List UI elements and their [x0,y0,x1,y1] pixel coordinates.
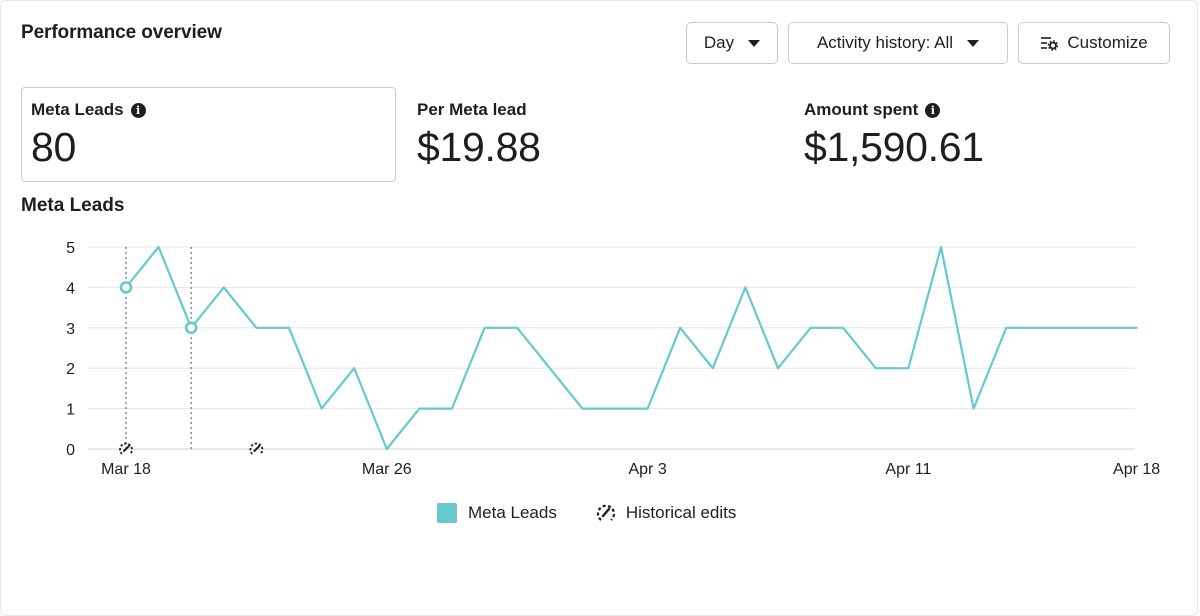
meta-leads-line-chart: 0 1 2 3 4 5 Mar 18 Mar 26 Apr 3 Apr 11 Apr 18 [66,240,1160,478]
day-dropdown-label: Day [703,33,735,52]
activity-history-label: Activity history: All [816,33,954,52]
metric-per-meta-lead[interactable]: Per Meta lead $19.88 [417,100,541,171]
caret-down-icon [748,39,761,47]
data-point [905,365,911,371]
info-icon[interactable]: i [130,102,146,118]
data-point [742,284,748,290]
metric-meta-leads: Meta Leads i 80 [31,100,146,171]
data-point [351,365,357,371]
page-title: Performance overview [21,22,222,43]
metric-amount-spent[interactable]: Amount spent i $1,590.61 [804,100,984,171]
legend-item-historical-edits[interactable]: Historical edits [595,502,737,524]
historical-edit-icon [119,442,133,455]
data-point [1068,325,1074,331]
highlighted-data-point [119,281,133,294]
y-tick-label: 2 [66,361,75,378]
highlighted-data-point [184,321,198,335]
activity-history-dropdown[interactable]: Activity history: All [788,22,1008,64]
chart-title: Meta Leads [21,195,125,216]
data-point [1003,325,1009,331]
selected-metric-card[interactable] [21,87,396,182]
customize-button[interactable]: Customize [1018,22,1170,64]
legend-label: Meta Leads [468,503,557,522]
x-tick-label: Apr 18 [1113,461,1160,478]
y-tick-label: 1 [66,402,75,419]
x-tick-label: Mar 26 [362,461,412,478]
data-point [547,365,553,371]
historical-edit-icon [249,442,264,455]
metric-label: Amount spent [804,100,919,119]
legend-label: Historical edits [625,503,737,522]
y-tick-label: 4 [66,280,75,297]
data-point [319,406,325,412]
data-point [971,406,977,412]
chart-legend: Meta Leads Historical edits [437,502,736,524]
x-tick-label: Mar 18 [101,461,151,478]
caret-down-icon [967,39,980,47]
series-line-meta-leads [125,245,1138,451]
data-point [384,446,390,452]
customize-label: Customize [1067,33,1148,52]
x-tick-label: Apr 11 [885,461,931,478]
data-point [156,244,162,250]
legend-swatch [437,503,457,523]
data-point [482,325,488,331]
data-point [221,284,227,290]
data-point [1036,325,1042,331]
metric-value: $19.88 [417,124,541,170]
data-point [1101,325,1107,331]
data-point [645,406,651,412]
historical-edits-icon [596,504,615,521]
data-point [840,325,846,331]
data-point [449,406,455,412]
data-point [286,325,292,331]
data-point [775,365,781,371]
data-point [808,325,814,331]
y-tick-label: 0 [66,442,75,459]
info-icon[interactable]: i [925,102,941,118]
data-point [612,406,618,412]
metric-value: 80 [31,124,77,170]
metric-label: Per Meta lead [417,100,527,119]
data-point [579,406,585,412]
y-tick-label: 3 [66,321,75,338]
legend-item-meta-leads[interactable]: Meta Leads [437,503,557,523]
data-point [1134,325,1140,331]
day-dropdown[interactable]: Day [686,22,778,64]
data-point [253,325,259,331]
data-point [514,325,520,331]
data-point [677,325,683,331]
customize-icon [1041,37,1059,51]
data-point [416,406,422,412]
data-point [873,365,879,371]
metric-label: Meta Leads [31,100,124,119]
data-point [710,365,716,371]
y-tick-label: 5 [66,240,75,257]
metric-value: $1,590.61 [804,124,984,170]
data-point [938,244,944,250]
x-tick-label: Apr 3 [628,461,666,478]
